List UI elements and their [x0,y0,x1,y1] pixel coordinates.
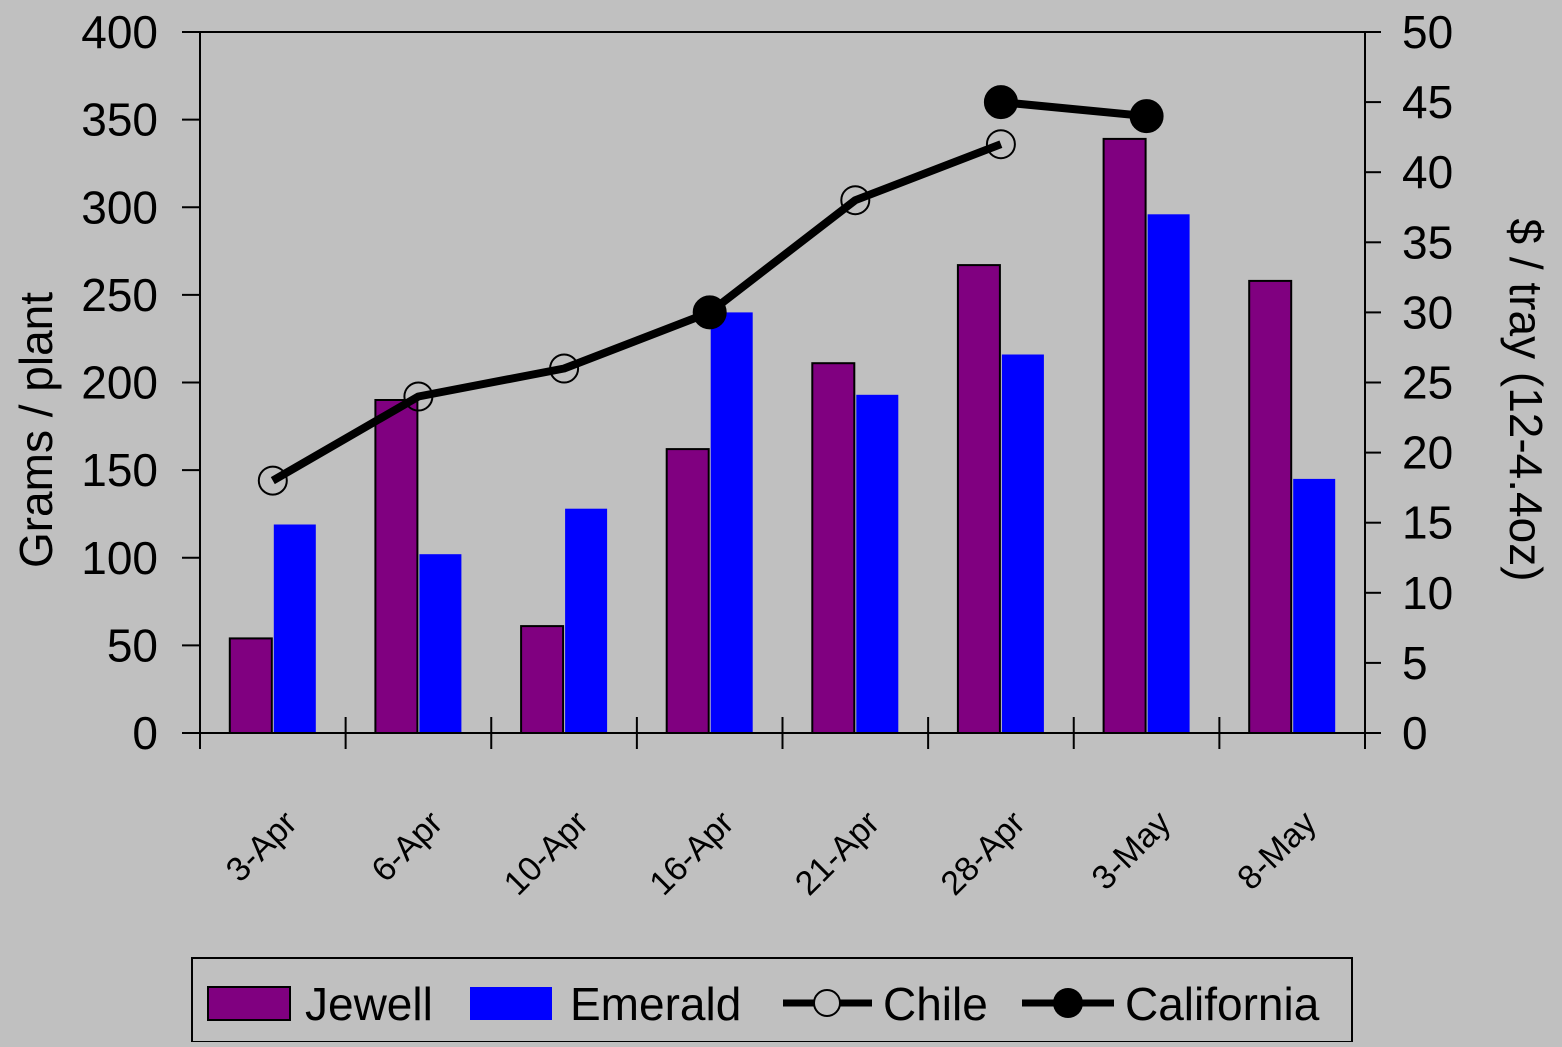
y-tick-label: 100 [81,532,158,584]
y2-tick-label: 5 [1402,637,1428,689]
marker-california-3 [692,295,727,330]
marker-chile-1 [403,381,434,412]
marker-california-5 [983,85,1018,120]
y-tick-label: 250 [81,269,158,321]
legend-label-emerald: Emerald [570,978,741,1030]
y2-tick-label: 0 [1402,707,1428,759]
x-tick-label: 3-May [1085,804,1179,898]
legend-marker-chile [813,989,841,1017]
x-tick-label: 28-Apr [934,804,1033,903]
bar-jewell-7 [1248,279,1293,734]
y2-tick-label: 35 [1402,216,1453,268]
y2-tick-label: 30 [1402,286,1453,338]
y2-tick-label: 25 [1402,357,1453,409]
bar-emerald-6 [1147,214,1190,734]
bar-emerald-1 [419,554,462,733]
x-tick-label: 10-Apr [497,804,596,903]
bar-jewell-1 [374,399,419,734]
bar-emerald-7 [1293,478,1336,733]
y-tick-label: 0 [132,707,158,759]
line-layer [257,85,1164,496]
legend-label-california: California [1125,978,1320,1030]
y-tick-label: 50 [107,619,158,671]
bar-jewell-3 [665,448,710,734]
price-line-segment-1 [1000,98,1147,121]
legend-marker-california [1053,988,1083,1018]
y-tick-label: 400 [81,6,158,58]
x-tick-label: 16-Apr [642,804,741,903]
x-tick-label: 6-Apr [364,804,450,890]
y2-tick-label: 10 [1402,567,1453,619]
x-tick-label: 3-Apr [219,804,305,890]
legend-frame [191,957,1353,1043]
y-axis-label: Grams / plant [10,292,62,568]
bar-emerald-2 [565,508,608,733]
bar-jewell-6 [1102,137,1147,734]
axis-layer: 0 50 100 150 200 250 300 350 400 0 5 10 15 20 25 30 35 40… [81,6,1453,903]
marker-chile-0 [257,465,288,496]
y-tick-label: 150 [81,444,158,496]
y-tick-label: 350 [81,94,158,146]
y2-axis-label: $ / tray (12-4.4oz) [1500,218,1552,581]
x-tick-label: 21-Apr [788,804,887,903]
price-line-segment-0 [270,140,1003,485]
bar-emerald-5 [1001,354,1044,733]
bar-emerald-4 [856,394,899,733]
y-tick-label: 300 [81,181,158,233]
marker-chile-5 [985,129,1016,160]
legend-label-jewell: Jewell [305,978,433,1030]
y2-tick-label: 20 [1402,427,1453,479]
legend-swatch-jewell [207,986,291,1021]
legend-label-chile: Chile [883,978,988,1030]
bar-emerald-3 [710,312,753,733]
y-tick-label: 200 [81,357,158,409]
x-tick-label: 8-May [1230,804,1324,898]
bar-jewell-5 [956,264,1001,734]
y2-tick-label: 15 [1402,497,1453,549]
bar-emerald-0 [273,524,316,733]
y2-tick-label: 45 [1402,76,1453,128]
bar-jewell-0 [228,637,273,735]
marker-california-6 [1129,99,1164,134]
y2-tick-label: 40 [1402,146,1453,198]
legend-swatch-emerald [470,987,552,1020]
bar-layer [228,137,1336,735]
marker-chile-2 [549,353,580,384]
y2-tick-label: 50 [1402,6,1453,58]
legend: Jewell Emerald Chile California [191,957,1353,1043]
marker-chile-4 [840,185,871,216]
bar-jewell-4 [811,362,856,734]
bar-jewell-2 [520,625,565,734]
